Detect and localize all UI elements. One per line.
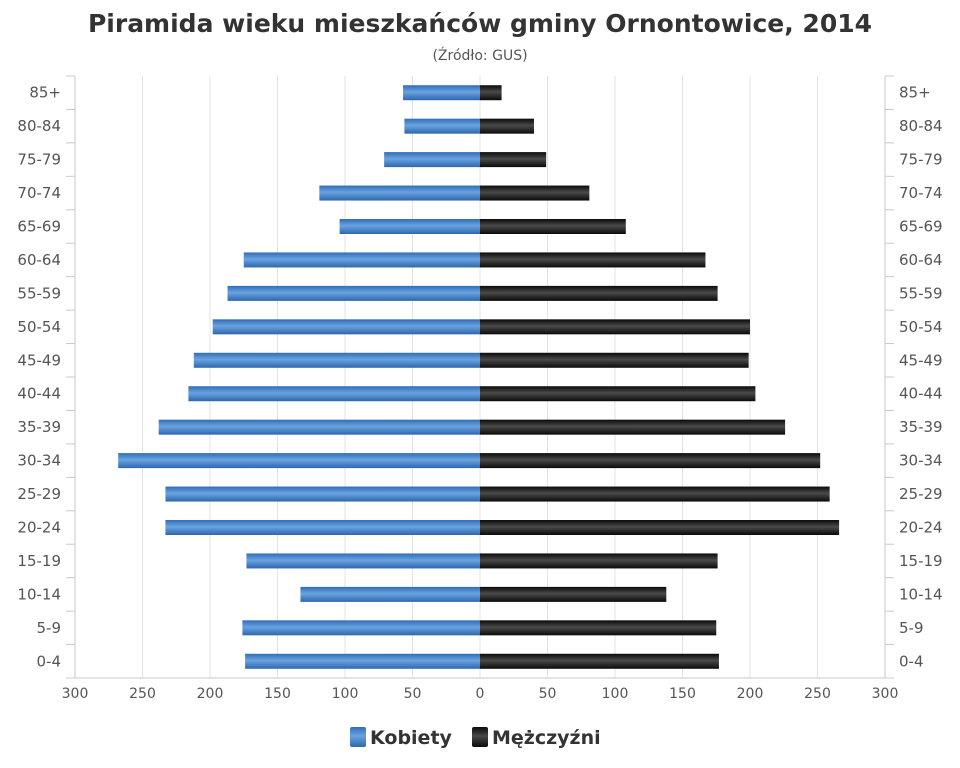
x-tick-label: 150 — [669, 686, 696, 702]
bar-kobiety — [118, 453, 480, 469]
bar-mezczyzni — [480, 319, 750, 335]
category-label-left: 30-34 — [17, 452, 61, 470]
category-label-right: 20-24 — [899, 519, 943, 537]
bar-kobiety — [243, 252, 480, 268]
bars — [118, 85, 840, 669]
category-label-right: 0-4 — [899, 652, 924, 670]
bar-kobiety — [246, 553, 480, 569]
bar-kobiety — [165, 486, 480, 502]
x-tick-labels: 300 250 200 150 100 50 0 50 100 150 200 250 300 — [62, 686, 899, 702]
bar-kobiety — [339, 219, 480, 234]
category-label-left: 70-74 — [17, 184, 61, 202]
axes — [66, 75, 894, 679]
grid-lines — [142, 76, 818, 678]
x-tick-label: 200 — [197, 686, 224, 702]
category-label-left: 40-44 — [17, 385, 61, 403]
bar-mezczyzni — [480, 285, 718, 301]
x-tick-label: 100 — [602, 686, 629, 702]
legend-swatch-mezczyzni — [472, 727, 488, 747]
bar-kobiety — [384, 152, 480, 168]
bar-kobiety — [212, 319, 480, 335]
bar-mezczyzni — [480, 352, 749, 368]
category-label-right: 65-69 — [899, 218, 943, 236]
category-label-right: 10-14 — [899, 585, 943, 603]
bar-mezczyzni — [480, 85, 502, 101]
category-label-left: 85+ — [29, 84, 61, 102]
legend-label-kobiety: Kobiety — [370, 727, 453, 749]
y-category-labels: 85+ 85+ 80-84 80-84 75-79 75-79 70-74 70-74 65-6… — [17, 84, 942, 671]
bar-kobiety — [158, 419, 480, 435]
x-tick-label: 200 — [737, 686, 764, 702]
category-label-left: 25-29 — [17, 485, 61, 503]
legend-label-mezczyzni: Mężczyźni — [492, 727, 601, 749]
bar-kobiety — [242, 620, 480, 636]
category-label-left: 80-84 — [17, 117, 61, 135]
category-label-right: 50-54 — [899, 318, 943, 336]
x-tick-label: 0 — [476, 686, 485, 702]
bar-kobiety — [319, 185, 480, 201]
category-label-left: 65-69 — [17, 218, 61, 236]
bar-mezczyzni — [480, 386, 756, 402]
bar-mezczyzni — [480, 453, 821, 469]
category-label-right: 30-34 — [899, 452, 943, 470]
category-label-left: 35-39 — [17, 418, 61, 436]
category-label-right: 75-79 — [899, 151, 943, 169]
category-label-right: 25-29 — [899, 485, 943, 503]
bar-kobiety — [404, 118, 480, 134]
bar-mezczyzni — [480, 586, 667, 602]
bar-mezczyzni — [480, 553, 718, 569]
bar-mezczyzni — [480, 620, 717, 636]
x-tick-label: 250 — [129, 686, 156, 702]
bar-mezczyzni — [480, 185, 590, 201]
x-tick-label: 50 — [404, 686, 422, 702]
bar-kobiety — [188, 386, 480, 402]
category-label-right: 70-74 — [899, 184, 943, 202]
category-label-right: 15-19 — [899, 552, 943, 570]
category-label-right: 5-9 — [899, 619, 924, 637]
category-label-right: 40-44 — [899, 385, 943, 403]
category-label-left: 50-54 — [17, 318, 61, 336]
bar-kobiety — [403, 85, 480, 101]
bar-mezczyzni — [480, 118, 534, 134]
bar-mezczyzni — [480, 152, 547, 168]
chart-subtitle: (Źródło: GUS) — [432, 46, 527, 64]
category-label-left: 10-14 — [17, 585, 61, 603]
bar-kobiety — [227, 285, 480, 301]
category-label-right: 80-84 — [899, 117, 943, 135]
bar-mezczyzni — [480, 520, 840, 535]
category-label-right: 60-64 — [899, 251, 943, 269]
category-label-left: 45-49 — [17, 351, 61, 369]
category-label-right: 35-39 — [899, 418, 943, 436]
bar-kobiety — [300, 586, 480, 602]
bar-mezczyzni — [480, 219, 626, 234]
category-label-left: 60-64 — [17, 251, 61, 269]
bar-mezczyzni — [480, 486, 830, 502]
x-tick-label: 300 — [62, 686, 89, 702]
x-tick-label: 100 — [332, 686, 359, 702]
bar-kobiety — [165, 520, 480, 535]
bar-mezczyzni — [480, 653, 719, 669]
category-label-left: 20-24 — [17, 519, 61, 537]
category-label-left: 15-19 — [17, 552, 61, 570]
category-label-right: 85+ — [899, 84, 931, 102]
x-tick-label: 50 — [539, 686, 557, 702]
category-label-left: 55-59 — [17, 284, 61, 302]
bar-kobiety — [193, 352, 481, 368]
category-label-right: 55-59 — [899, 284, 943, 302]
category-label-left: 75-79 — [17, 151, 61, 169]
legend: Kobiety Mężczyźni — [350, 727, 601, 749]
x-tick-label: 300 — [872, 686, 899, 702]
chart-title: Piramida wieku mieszkańców gminy Ornonto… — [88, 9, 872, 38]
legend-swatch-kobiety — [350, 727, 366, 747]
bar-kobiety — [245, 653, 480, 669]
x-tick-label: 250 — [804, 686, 831, 702]
category-label-right: 45-49 — [899, 351, 943, 369]
category-label-left: 5-9 — [37, 619, 62, 637]
bar-mezczyzni — [480, 252, 706, 268]
x-tick-label: 150 — [264, 686, 291, 702]
category-label-left: 0-4 — [37, 652, 62, 670]
bar-mezczyzni — [480, 419, 786, 435]
